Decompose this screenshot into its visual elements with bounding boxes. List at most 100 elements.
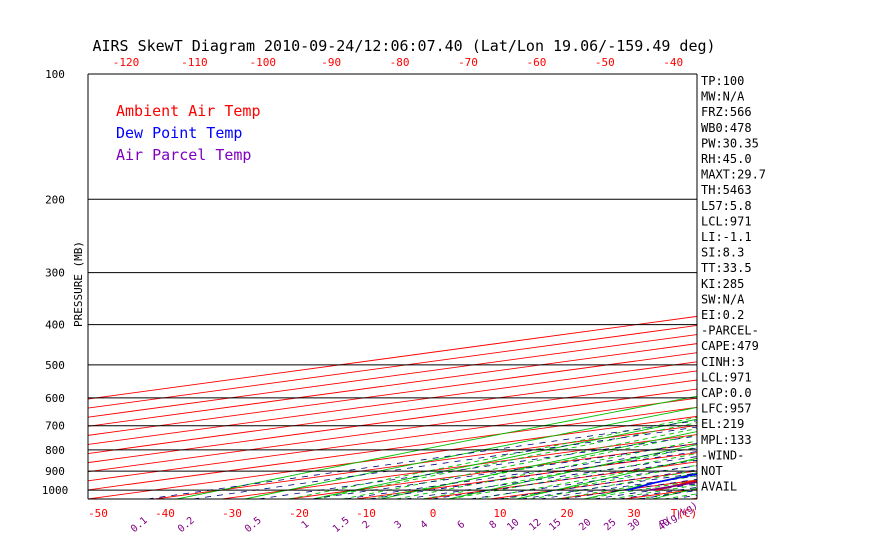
isotherm-line <box>88 415 697 499</box>
pressure-tick-label: 200 <box>45 193 65 206</box>
mixing-ratio-tick: 8 <box>488 519 500 531</box>
index-panel-item: EL:219 <box>701 417 744 431</box>
legend-ambient: Ambient Air Temp <box>116 102 261 120</box>
moist-adiabat <box>664 493 697 499</box>
isotherm-line <box>355 452 697 499</box>
index-panel-item: PW:30.35 <box>701 136 759 150</box>
mixing-ratio-tick: 0.5 <box>243 515 264 535</box>
dry-adiabat <box>788 74 870 499</box>
moist-adiabat <box>396 440 697 499</box>
pressure-tick-label: 400 <box>45 319 65 332</box>
bottom-temp-tick: -10 <box>356 507 376 520</box>
ambient-air-temp-line <box>656 480 697 491</box>
isotherm-line <box>88 370 697 454</box>
top-temp-tick: -110 <box>181 56 208 69</box>
mixing-ratio-tick: 4 <box>419 519 431 531</box>
moist-adiabat <box>315 422 697 499</box>
mixing-ratio-line <box>520 472 697 499</box>
index-panel-item: MPL:133 <box>701 433 752 447</box>
y-axis-label: PRESSURE (MB) <box>72 241 85 327</box>
top-temp-tick: -50 <box>595 56 615 69</box>
isotherm-line <box>88 406 697 491</box>
pressure-tick-label: 600 <box>45 392 65 405</box>
index-panel-item: NOT <box>701 464 723 478</box>
index-panel-item: SW:N/A <box>701 292 745 306</box>
mixing-ratio-tick: 12 <box>527 517 543 533</box>
index-panel-item: TH:5463 <box>701 183 752 197</box>
dry-adiabat <box>652 487 697 499</box>
index-panel-item: MW:N/A <box>701 90 745 104</box>
temp-unit-label: T(C) <box>671 507 698 520</box>
pressure-gridlines <box>88 73 697 491</box>
pressure-tick-label: 500 <box>45 359 65 372</box>
index-panel-item: LCL:971 <box>701 214 752 228</box>
isotherm-line <box>88 361 697 445</box>
moist-adiabat <box>369 434 697 499</box>
chart-title: AIRS SkewT Diagram 2010-09-24/12:06:07.4… <box>92 37 715 55</box>
bottom-temp-tick: -40 <box>155 507 175 520</box>
dry-adiabat <box>856 74 870 499</box>
index-panel-item: RH:45.0 <box>701 152 752 166</box>
legend: Ambient Air Temp Dew Point Temp Air Parc… <box>116 102 261 164</box>
index-panel-item: -WIND- <box>701 448 744 462</box>
mixing-ratio-tick: 25 <box>602 517 618 533</box>
top-temp-tick: -90 <box>321 56 341 69</box>
bottom-temp-tick: -50 <box>88 507 108 520</box>
pressure-tick-label: 800 <box>45 444 65 457</box>
bottom-temp-tick: 10 <box>493 507 506 520</box>
isotherm-line <box>288 443 697 499</box>
bottom-temp-tick: 30 <box>627 507 640 520</box>
moist-adiabat <box>422 446 697 499</box>
index-panel-item: KI:285 <box>701 277 744 291</box>
moist-adiabat <box>342 428 697 499</box>
top-temp-tick: -70 <box>458 56 478 69</box>
moist-adiabat <box>503 464 697 499</box>
pressure-tick-label: 100 <box>45 68 65 81</box>
moist-adiabat <box>288 416 697 499</box>
top-temp-tick: -40 <box>663 56 683 69</box>
isotherm-line <box>221 434 697 499</box>
index-panel-item: TT:33.5 <box>701 261 752 275</box>
index-panel-item: TP:100 <box>701 74 744 88</box>
bottom-temp-tick: -30 <box>222 507 242 520</box>
legend-dewpoint: Dew Point Temp <box>116 124 242 142</box>
mixing-ratio-tick: 1 <box>300 519 312 531</box>
index-panel-item: LCL:971 <box>701 370 752 384</box>
moist-adiabat <box>476 459 697 499</box>
index-panel-item: CAP:0.0 <box>701 386 752 400</box>
isotherm-line <box>88 388 697 473</box>
index-panel-item: SI:8.3 <box>701 246 744 260</box>
index-panel-item: CAPE:479 <box>701 339 759 353</box>
mixing-ratio-line <box>312 443 697 499</box>
bottom-temp-tick: 0 <box>430 507 437 520</box>
top-temp-tick: -120 <box>113 56 140 69</box>
dry-adiabat <box>516 457 697 499</box>
index-panel-item: WB0:478 <box>701 121 752 135</box>
mixing-ratio-tick: 3 <box>393 519 405 531</box>
isotherm-line <box>154 425 697 499</box>
legend-parcel: Air Parcel Temp <box>116 146 251 164</box>
index-panel-item: -PARCEL- <box>701 324 759 338</box>
isotherm-line <box>88 397 697 482</box>
isotherm-line <box>825 74 870 499</box>
top-temp-tick: -100 <box>250 56 277 69</box>
mixing-ratio-tick: 1.5 <box>331 515 352 535</box>
mixing-ratio-line <box>193 426 697 499</box>
sounding-series <box>627 473 697 491</box>
dry-adiabat <box>448 444 697 499</box>
mixing-ratio-line <box>431 459 697 499</box>
mixing-ratio-tick: 20 <box>577 517 593 533</box>
index-panel-item: MAXT:29.7 <box>701 168 766 182</box>
dry-adiabat <box>176 395 697 499</box>
pressure-tick-label: 300 <box>45 267 65 280</box>
mixing-ratio-tick: 2 <box>361 519 373 531</box>
mixing-ratio-line <box>345 447 697 499</box>
mixing-ratio-line <box>369 451 697 499</box>
mixing-ratio-tick: 0.1 <box>129 515 150 535</box>
mixing-ratio-line <box>405 456 697 499</box>
isotherm-line <box>758 74 870 499</box>
index-panel-item: LI:-1.1 <box>701 230 752 244</box>
mixing-ratio-line <box>470 465 697 499</box>
